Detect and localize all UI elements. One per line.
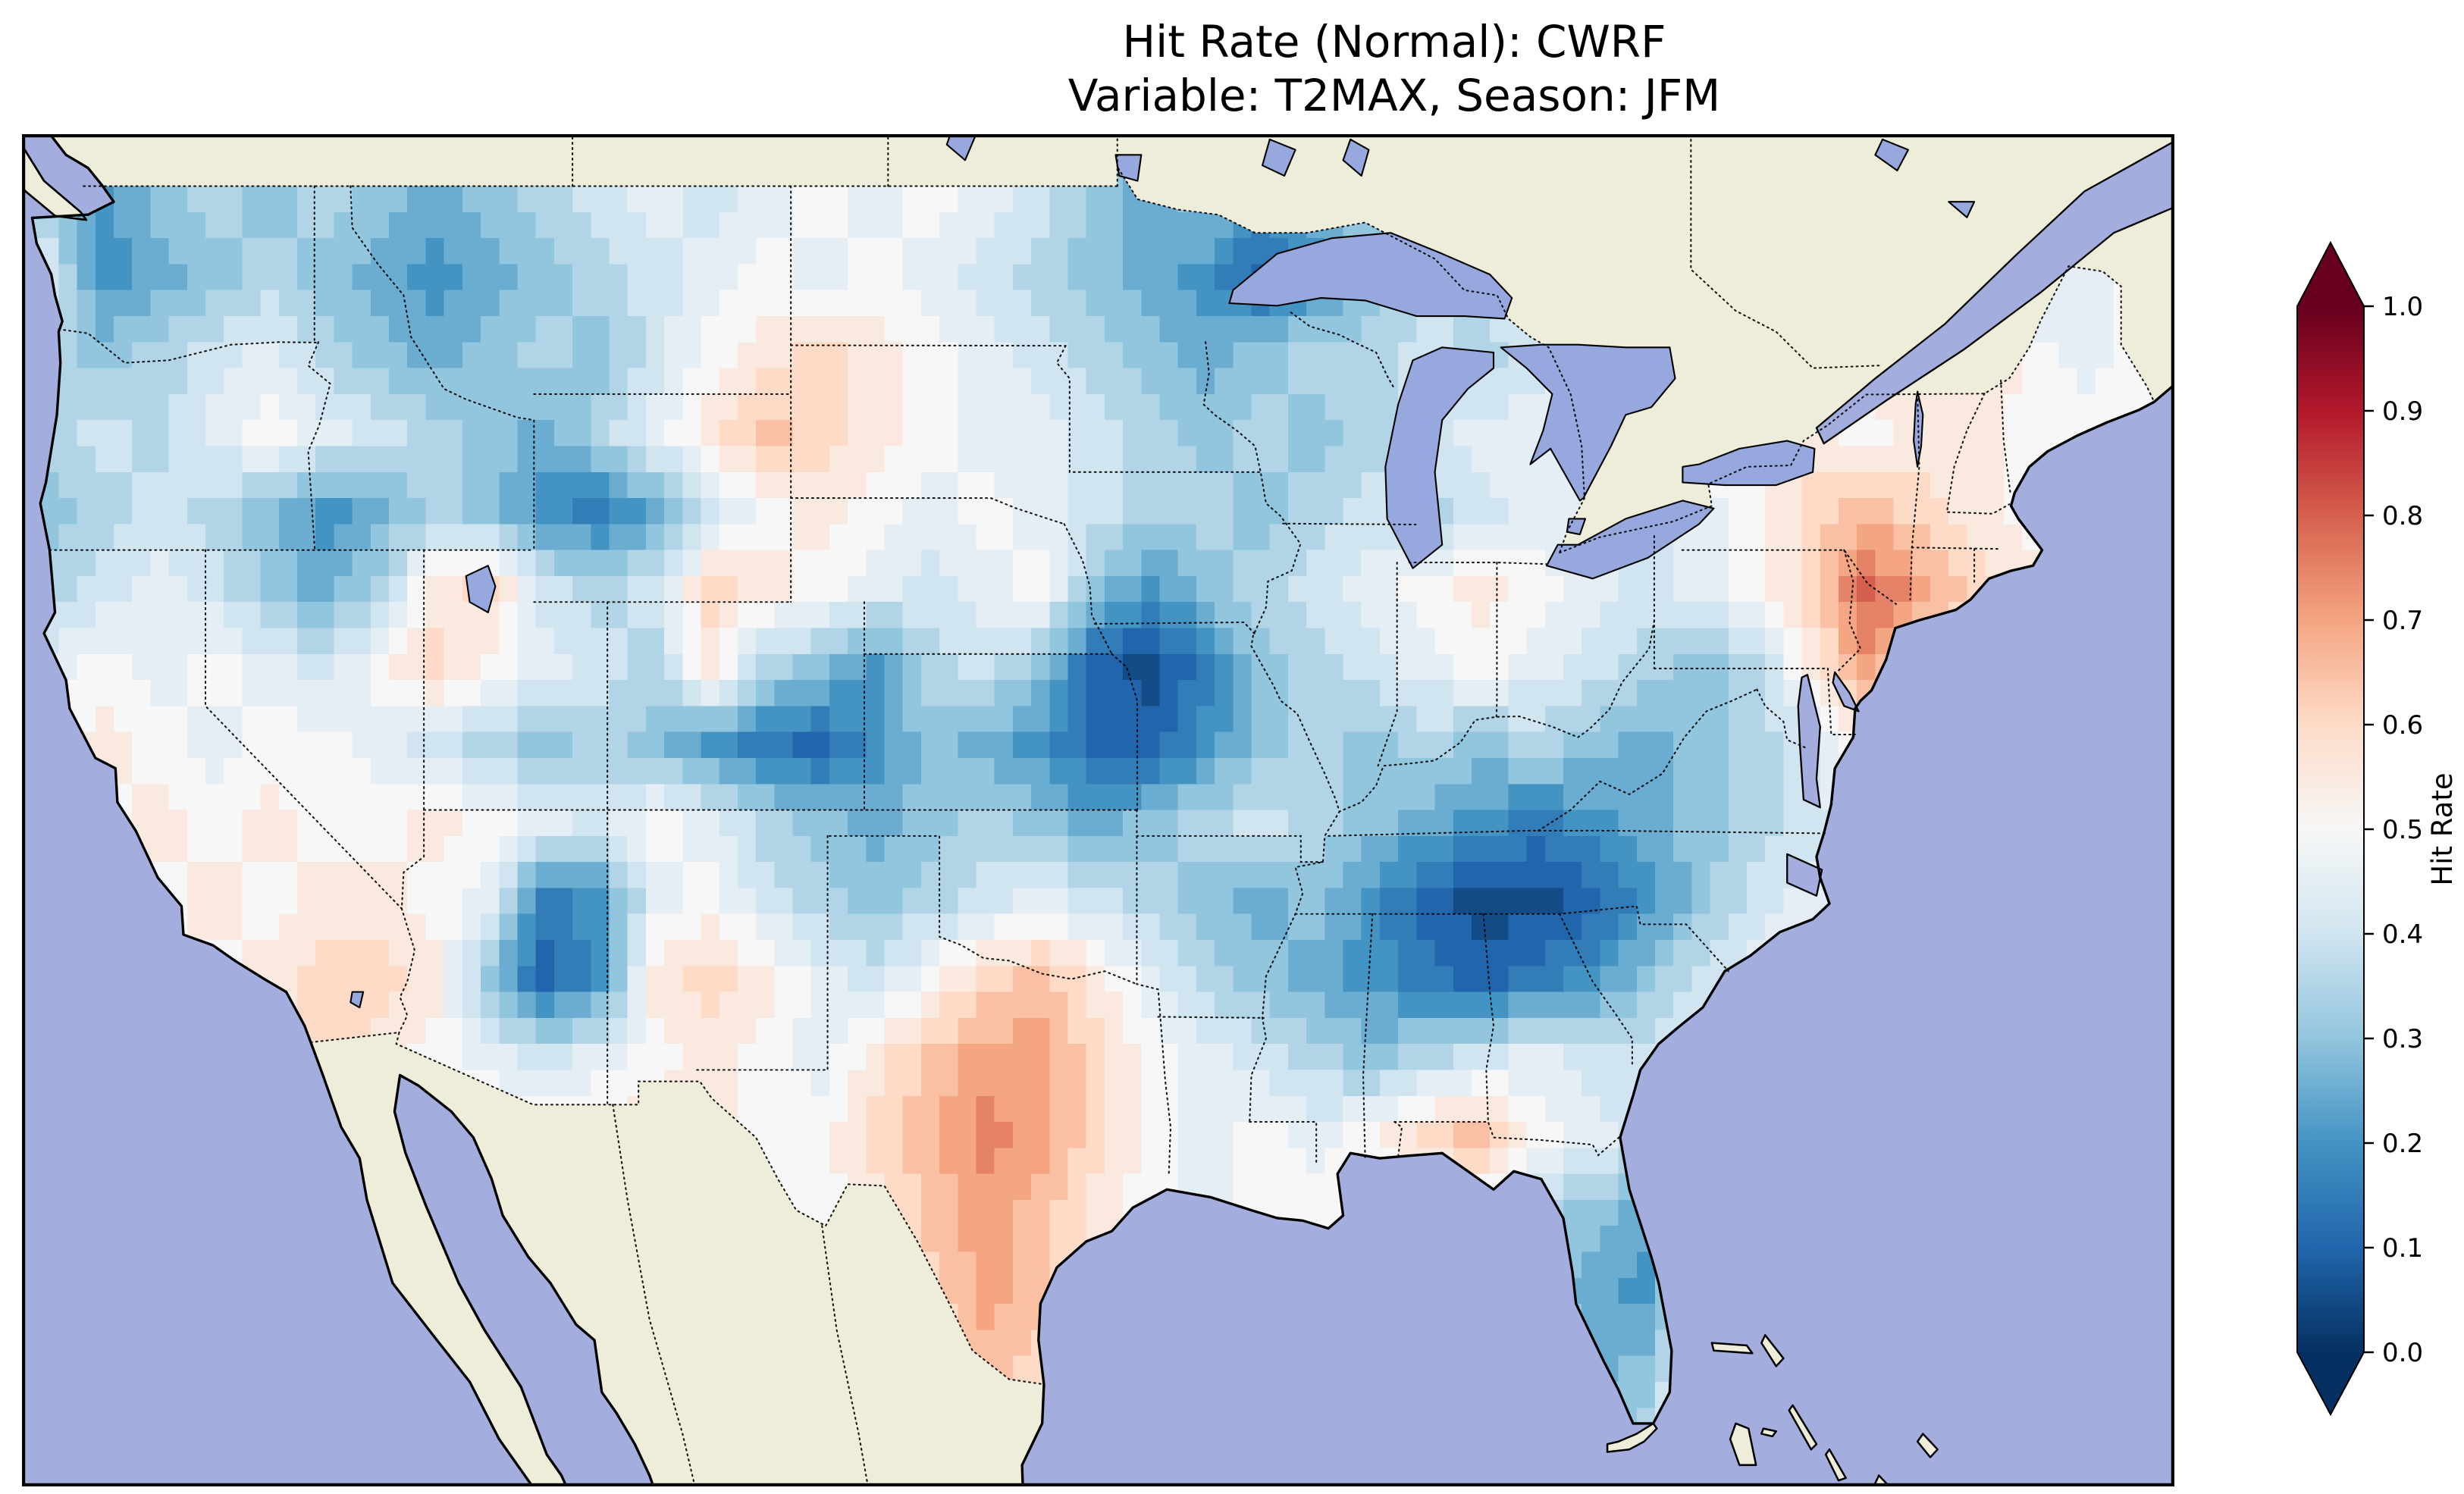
colorbar-label: Hit Rate [2426,772,2459,885]
colorbar-extend-max [2297,243,2364,306]
map-panel [22,134,2174,1486]
lakes-layer [350,134,1975,1008]
colorbar-gradient [2297,306,2364,1352]
map-frame [22,134,2174,1486]
state-borders-layer [49,134,2155,1486]
coastline-layer [22,134,2174,1486]
colorbar-tick-labels: 0.00.10.20.30.40.50.60.70.80.91.0 [2382,292,2423,1368]
colorbar-extend-min [2297,1352,2364,1414]
chart-title-line1: Hit Rate (Normal): CWRF [1122,16,1666,67]
chart-title: Hit Rate (Normal): CWRF Variable: T2MAX,… [1068,15,1720,123]
colorbar-ticks [2364,305,2374,1354]
chart-title-line2: Variable: T2MAX, Season: JFM [1067,69,1721,121]
